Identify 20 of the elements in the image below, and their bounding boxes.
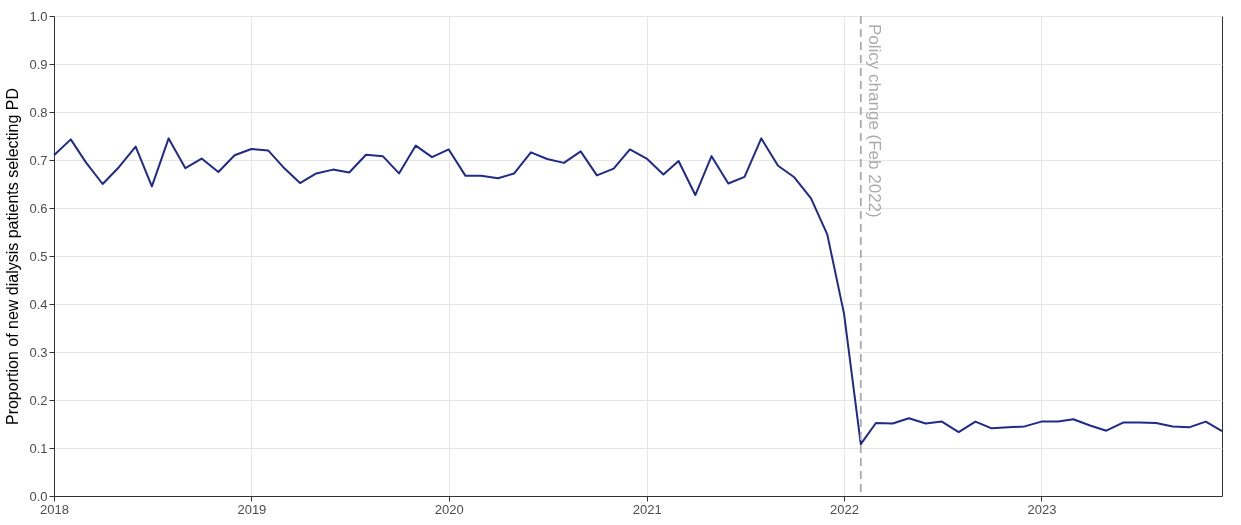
y-tick-label: 0.2 (29, 392, 48, 408)
x-tick-label: 2018 (40, 501, 69, 517)
y-axis-title: Proportion of new dialysis patients selecting PD (4, 87, 22, 426)
x-tick-label: 2023 (1027, 501, 1057, 517)
y-tick-label: 0.4 (29, 296, 48, 312)
line-series (53, 137, 1223, 446)
y-tick-label: 1.0 (29, 8, 48, 24)
x-tick-label: 2020 (434, 501, 464, 517)
y-tick-label: 0.7 (29, 152, 48, 168)
y-tick-label: 0.9 (29, 56, 48, 72)
y-tick-label: 0.8 (29, 104, 48, 120)
y-tick-label: 0.3 (29, 344, 48, 360)
y-tick-label: 0.0 (29, 488, 48, 504)
ref-line-label: Policy change (Feb 2022) (864, 24, 884, 218)
x-tick-label: 2022 (830, 501, 859, 517)
y-tick-label: 0.5 (29, 248, 48, 264)
y-tick-label: 0.1 (29, 440, 48, 456)
y-tick-label: 0.6 (29, 200, 48, 216)
x-tick-label: 2019 (237, 501, 267, 517)
x-tick-label: 2021 (632, 501, 662, 517)
